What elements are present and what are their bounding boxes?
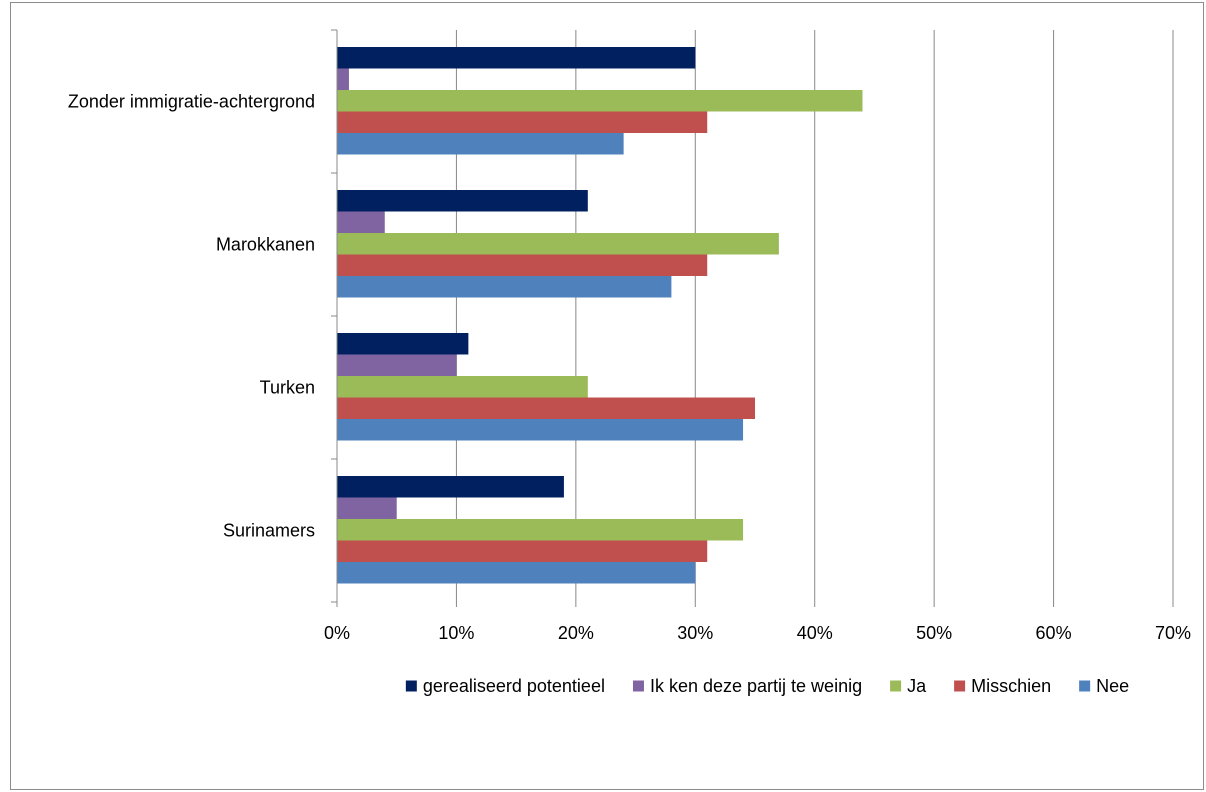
legend-label: Misschien (971, 676, 1051, 696)
bar (337, 397, 755, 419)
legend: gerealiseerd potentieel Ik ken deze parti… (405, 676, 1129, 696)
x-tick-label: 40% (797, 623, 833, 643)
bar (337, 376, 588, 398)
legend-label: gerealiseerd potentieel (423, 676, 605, 696)
legend-swatch (632, 680, 644, 692)
legend-swatch (890, 680, 902, 692)
y-category-label: Marokkanen (216, 235, 315, 255)
legend-label: Ik ken deze partij te weinig (650, 676, 862, 696)
tick-labels: 0% 10% 20% 30% 40% 50% 60% 70% Zonder immigratie… (68, 92, 1191, 644)
bar (337, 254, 708, 276)
bar (337, 276, 672, 298)
bar (337, 211, 385, 233)
axes (331, 29, 1174, 607)
bar (337, 233, 779, 255)
bar (337, 519, 744, 541)
bar (337, 476, 564, 498)
bar (337, 497, 397, 519)
bar (337, 562, 696, 584)
x-tick-label: 10% (438, 623, 474, 643)
bar (337, 47, 696, 69)
chart-frame (10, 2, 1204, 790)
y-category-label: Turken (260, 378, 315, 398)
bar (337, 68, 349, 90)
bar (337, 190, 588, 212)
legend-label: Nee (1096, 676, 1129, 696)
x-tick-label: 0% (324, 623, 350, 643)
bar (337, 333, 469, 355)
x-tick-label: 30% (677, 623, 713, 643)
legend-label: Ja (907, 676, 927, 696)
y-category-label: Surinamers (223, 521, 315, 541)
legend-swatch (1079, 680, 1091, 692)
y-category-label: Zonder immigratie-achtergrond (68, 92, 315, 112)
legend-swatch (405, 680, 417, 692)
bar (337, 111, 708, 133)
x-tick-label: 60% (1036, 623, 1072, 643)
x-tick-label: 70% (1155, 623, 1191, 643)
legend-swatch (954, 680, 966, 692)
bar (337, 540, 708, 562)
bar (337, 354, 457, 376)
x-tick-label: 20% (558, 623, 594, 643)
bar (337, 90, 863, 112)
bar (337, 133, 624, 155)
x-tick-label: 50% (916, 623, 952, 643)
bar (337, 419, 744, 441)
bars (337, 47, 863, 584)
